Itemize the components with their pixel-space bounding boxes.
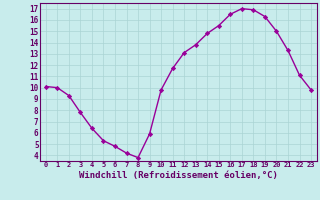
X-axis label: Windchill (Refroidissement éolien,°C): Windchill (Refroidissement éolien,°C)	[79, 171, 278, 180]
